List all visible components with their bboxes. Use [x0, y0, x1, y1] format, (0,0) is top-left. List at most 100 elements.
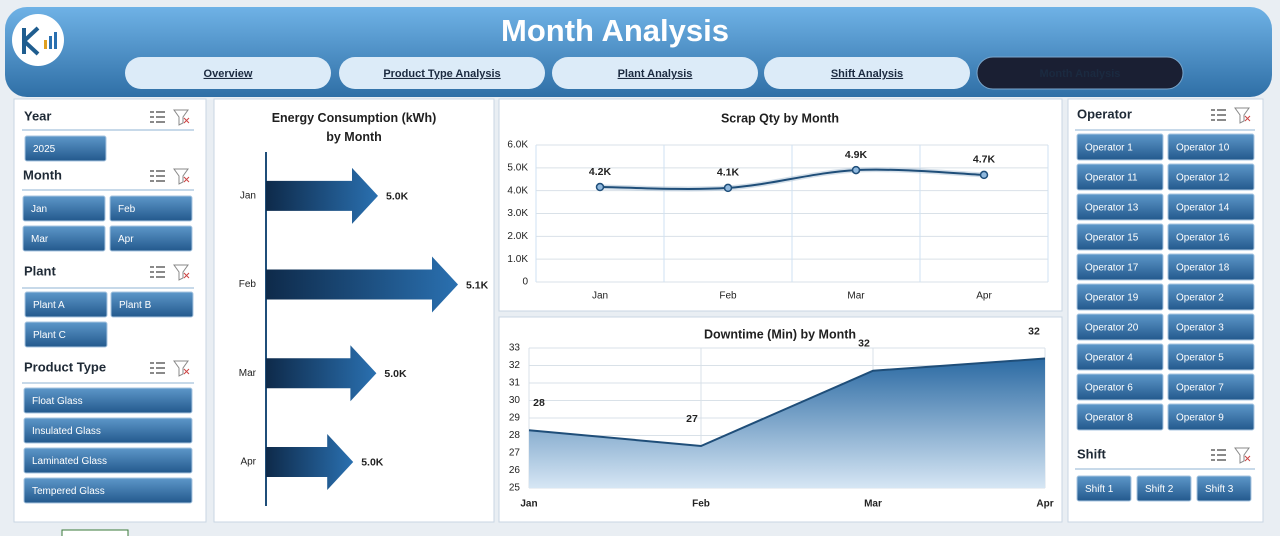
slicer-button-label[interactable]: Operator 14	[1176, 203, 1230, 214]
slicer-button-label[interactable]: Operator 5	[1176, 353, 1224, 364]
clear-filter-x[interactable]	[1244, 115, 1251, 122]
slicer-button[interactable]	[24, 135, 107, 162]
clear-filter-x[interactable]	[183, 117, 190, 124]
slicer-button-label[interactable]: Plant A	[33, 300, 65, 311]
slicer-button-label[interactable]: Operator 11	[1085, 173, 1138, 184]
slicer-button[interactable]	[1167, 193, 1255, 221]
slicer-button-label[interactable]: Operator 17	[1085, 263, 1139, 274]
slicer-button[interactable]	[23, 447, 193, 474]
slicer-button-label[interactable]: Operator 10	[1176, 143, 1230, 154]
slicer-button[interactable]	[23, 417, 193, 444]
slicer-button[interactable]	[1167, 283, 1255, 311]
slicer-button[interactable]	[1167, 223, 1255, 251]
multi-select-icon[interactable]	[150, 362, 165, 374]
slicer-button-label[interactable]: Operator 16	[1176, 233, 1230, 244]
slicer-button[interactable]	[1076, 313, 1164, 341]
slicer-button-label[interactable]: Operator 9	[1176, 413, 1224, 424]
nav-tab[interactable]	[552, 57, 758, 89]
slicer-button-label[interactable]: Operator 12	[1176, 173, 1230, 184]
nav-tab-label[interactable]: Shift Analysis	[831, 68, 903, 80]
slicer-button-label[interactable]: Feb	[118, 204, 136, 215]
slicer-button[interactable]	[1167, 373, 1255, 401]
slicer-button-label[interactable]: Jan	[31, 204, 47, 215]
slicer-button[interactable]	[1167, 133, 1255, 161]
slicer-button[interactable]	[22, 195, 106, 222]
slicer-button[interactable]	[1167, 163, 1255, 191]
clear-filter-icon[interactable]	[173, 360, 189, 377]
slicer-button[interactable]	[1167, 313, 1255, 341]
multi-select-icon[interactable]	[150, 170, 165, 182]
multi-select-icon[interactable]	[150, 111, 165, 123]
nav-tab[interactable]	[976, 56, 1184, 90]
slicer-button[interactable]	[1167, 403, 1255, 431]
nav-tab[interactable]	[339, 57, 545, 89]
slicer-button[interactable]	[24, 291, 108, 318]
slicer-button-label[interactable]: Laminated Glass	[32, 456, 107, 467]
slicer-button[interactable]	[1167, 253, 1255, 281]
slicer-button-label[interactable]: Plant C	[33, 330, 66, 341]
slicer-button-label[interactable]: Shift 2	[1145, 484, 1174, 495]
slicer-button[interactable]	[1136, 475, 1192, 502]
slicer-button[interactable]	[110, 291, 194, 318]
slicer-button-label[interactable]: Operator 8	[1085, 413, 1133, 424]
slicer-button[interactable]	[1076, 343, 1164, 371]
sheet-tab[interactable]	[61, 529, 129, 536]
slicer-button-label[interactable]: Operator 3	[1176, 323, 1224, 334]
slicer-button[interactable]	[1076, 283, 1164, 311]
slicer-button-label[interactable]: Tempered Glass	[32, 486, 105, 497]
clear-filter-x[interactable]	[183, 368, 190, 375]
clear-filter-x[interactable]	[1244, 455, 1251, 462]
slicer-button-label[interactable]: Operator 1	[1085, 143, 1133, 154]
multi-select-icon[interactable]	[1211, 109, 1226, 121]
nav-tab[interactable]	[125, 57, 331, 89]
slicer-button[interactable]	[1076, 475, 1132, 502]
slicer-button-label[interactable]: Operator 19	[1085, 293, 1139, 304]
slicer-button[interactable]	[22, 225, 106, 252]
slicer-button-label[interactable]: Operator 15	[1085, 233, 1139, 244]
slicer-button[interactable]	[1076, 163, 1164, 191]
nav-tab-label[interactable]: Product Type Analysis	[383, 68, 500, 80]
slicer-button[interactable]	[1076, 133, 1164, 161]
slicer-button-label[interactable]: 2025	[33, 144, 56, 155]
slicer-button[interactable]	[1076, 373, 1164, 401]
clear-filter-x[interactable]	[183, 176, 190, 183]
slicer-button[interactable]	[23, 477, 193, 504]
multi-select-icon[interactable]	[150, 266, 165, 278]
clear-filter-icon[interactable]	[173, 168, 189, 185]
clear-filter-icon[interactable]	[173, 264, 189, 281]
nav-tab-label[interactable]: Month Analysis	[1040, 68, 1121, 80]
slicer-button[interactable]	[109, 225, 193, 252]
slicer-button[interactable]	[109, 195, 193, 222]
slicer-button-label[interactable]: Operator 13	[1085, 203, 1139, 214]
nav-tab-label[interactable]: Plant Analysis	[618, 68, 693, 80]
slicer-button-label[interactable]: Operator 6	[1085, 383, 1133, 394]
multi-select-icon[interactable]	[1211, 449, 1226, 461]
clear-filter-x[interactable]	[183, 272, 190, 279]
slicer-button-label[interactable]: Operator 7	[1176, 383, 1224, 394]
slicer-button-label[interactable]: Apr	[118, 234, 134, 245]
clear-filter-icon[interactable]	[173, 109, 189, 126]
nav-tab-label[interactable]: Overview	[204, 68, 253, 80]
clear-filter-icon[interactable]	[1234, 447, 1250, 464]
slicer-button[interactable]	[1076, 253, 1164, 281]
slicer-button-label[interactable]: Plant B	[119, 300, 152, 311]
slicer-button[interactable]	[1076, 403, 1164, 431]
slicer-button-label[interactable]: Operator 20	[1085, 323, 1139, 334]
slicer-button[interactable]	[1076, 193, 1164, 221]
slicer-button-label[interactable]: Operator 4	[1085, 353, 1133, 364]
slicer-button-label[interactable]: Float Glass	[32, 396, 83, 407]
slicer-button[interactable]	[1167, 343, 1255, 371]
slicer-button[interactable]	[23, 387, 193, 414]
slicer-button-label[interactable]: Mar	[31, 234, 49, 245]
slicer-button[interactable]	[1076, 223, 1164, 251]
logo-bar	[49, 36, 52, 49]
nav-tab[interactable]	[764, 57, 970, 89]
slicer-button-label[interactable]: Operator 2	[1176, 293, 1224, 304]
slicer-button[interactable]	[1196, 475, 1252, 502]
slicer-button-label[interactable]: Shift 3	[1205, 484, 1234, 495]
clear-filter-icon[interactable]	[1234, 107, 1250, 124]
slicer-button-label[interactable]: Shift 1	[1085, 484, 1114, 495]
slicer-button-label[interactable]: Insulated Glass	[32, 426, 101, 437]
slicer-button-label[interactable]: Operator 18	[1176, 263, 1230, 274]
slicer-button[interactable]	[24, 321, 108, 348]
